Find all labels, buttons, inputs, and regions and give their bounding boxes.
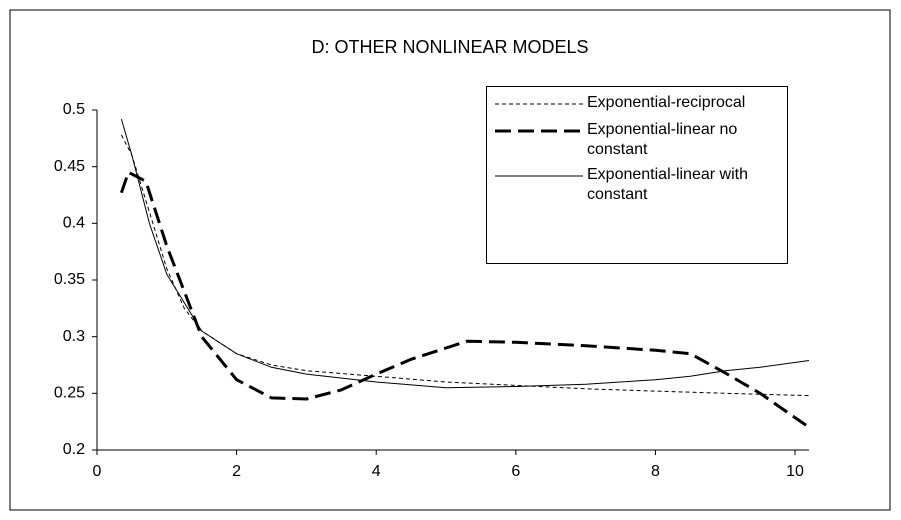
y-tick-label: 0.4 xyxy=(63,215,85,232)
legend-item: Exponential-linear with constant xyxy=(491,165,783,205)
x-tick-label: 10 xyxy=(786,463,804,480)
legend-label: Exponential-linear no constant xyxy=(587,121,738,158)
legend-item: Exponential-linear no constant xyxy=(491,120,783,160)
series-line xyxy=(120,118,810,389)
legend-swatch xyxy=(495,175,583,177)
y-tick-label: 0.5 xyxy=(63,101,85,118)
y-tick-label: 0.2 xyxy=(63,441,85,458)
x-tick-label: 2 xyxy=(232,463,241,480)
legend-swatch xyxy=(495,103,583,105)
y-tick-label: 0.45 xyxy=(54,158,85,175)
legend-label: Exponential-linear with constant xyxy=(587,166,748,203)
legend-item: Exponential-reciprocal xyxy=(491,93,783,115)
chart-title: D: OTHER NONLINEAR MODELS xyxy=(311,37,588,57)
chart-border xyxy=(9,9,891,511)
x-tick-label: 6 xyxy=(511,463,520,480)
legend-label: Exponential-reciprocal xyxy=(587,94,746,111)
x-tick-label: 8 xyxy=(651,463,660,480)
legend-swatch xyxy=(495,129,583,133)
y-tick-label: 0.3 xyxy=(63,328,85,345)
legend: Exponential-reciprocal Exponential-linear… xyxy=(486,86,788,264)
x-tick-label: 0 xyxy=(93,463,102,480)
y-tick-label: 0.25 xyxy=(54,385,85,402)
series-line xyxy=(119,170,810,429)
y-tick-label: 0.35 xyxy=(54,271,85,288)
series-line xyxy=(120,134,810,397)
x-tick-label: 4 xyxy=(372,463,381,480)
